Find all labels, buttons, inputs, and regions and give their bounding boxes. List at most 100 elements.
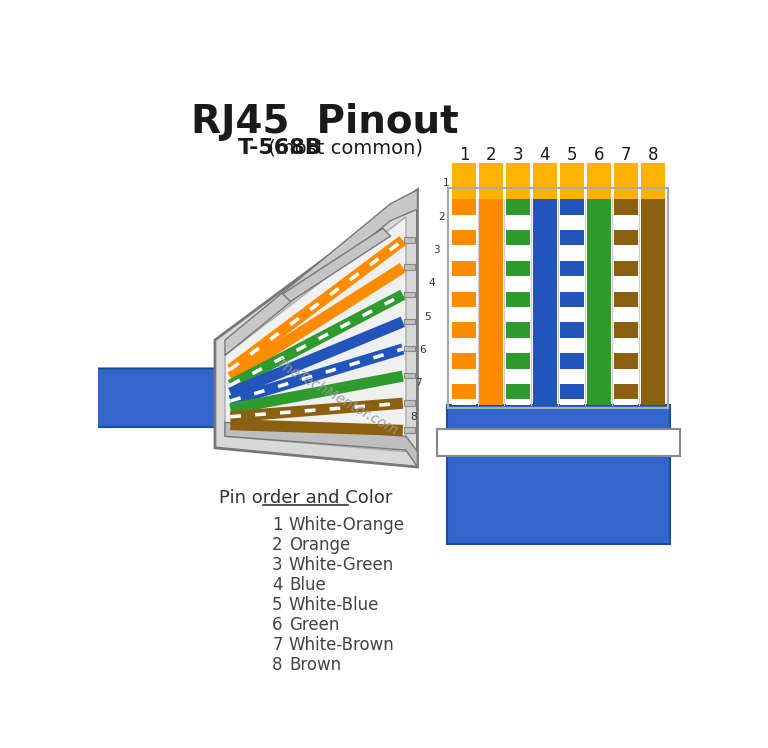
- Bar: [506, 322, 530, 337]
- Text: 5: 5: [567, 146, 577, 165]
- Text: 5: 5: [424, 312, 431, 322]
- Bar: [506, 199, 530, 405]
- Polygon shape: [225, 217, 406, 452]
- Bar: [614, 199, 637, 405]
- Text: 1: 1: [442, 179, 449, 188]
- Bar: [587, 199, 611, 405]
- Bar: [560, 384, 584, 399]
- Bar: [437, 429, 680, 456]
- Bar: [405, 427, 415, 432]
- Bar: [506, 292, 530, 307]
- Bar: [447, 456, 670, 544]
- Bar: [560, 322, 584, 337]
- Text: 6: 6: [594, 146, 604, 165]
- Bar: [506, 230, 530, 245]
- Bar: [560, 163, 584, 199]
- Bar: [641, 163, 664, 199]
- Bar: [452, 261, 476, 276]
- Text: 7: 7: [415, 378, 422, 388]
- FancyBboxPatch shape: [95, 369, 254, 427]
- Polygon shape: [215, 190, 418, 467]
- Bar: [452, 322, 476, 337]
- Text: 4: 4: [429, 278, 435, 288]
- Text: Orange: Orange: [289, 536, 350, 554]
- Bar: [405, 319, 415, 324]
- Bar: [479, 163, 503, 199]
- Text: 1: 1: [272, 516, 283, 534]
- Bar: [506, 261, 530, 276]
- Bar: [405, 265, 415, 270]
- Bar: [533, 163, 557, 199]
- Text: Green: Green: [289, 616, 339, 634]
- Bar: [614, 384, 637, 399]
- Text: TheTechMentor.com: TheTechMentor.com: [273, 357, 400, 438]
- Bar: [452, 353, 476, 369]
- Text: White-Blue: White-Blue: [289, 596, 379, 614]
- Text: 7: 7: [621, 146, 631, 165]
- Bar: [614, 261, 637, 276]
- Text: 8: 8: [410, 411, 417, 422]
- Bar: [614, 353, 637, 369]
- Text: White-Brown: White-Brown: [289, 636, 395, 654]
- Bar: [614, 163, 637, 199]
- Text: 2: 2: [272, 536, 283, 554]
- Bar: [405, 346, 415, 352]
- Text: Pin order and Color: Pin order and Color: [219, 489, 392, 507]
- Text: 5: 5: [272, 596, 283, 614]
- Bar: [560, 199, 584, 215]
- Bar: [452, 292, 476, 307]
- Text: 6: 6: [419, 345, 426, 355]
- Bar: [452, 384, 476, 399]
- Text: 6: 6: [272, 616, 283, 634]
- Bar: [560, 261, 584, 276]
- Text: 8: 8: [647, 146, 658, 165]
- Bar: [452, 163, 476, 199]
- Text: 4: 4: [540, 146, 550, 165]
- Text: 1: 1: [458, 146, 469, 165]
- Text: 3: 3: [513, 146, 523, 165]
- Bar: [614, 230, 637, 245]
- Text: White-Green: White-Green: [289, 556, 394, 574]
- Polygon shape: [225, 423, 418, 467]
- Bar: [506, 384, 530, 399]
- Bar: [560, 199, 584, 405]
- Bar: [506, 353, 530, 369]
- Text: Blue: Blue: [289, 576, 326, 594]
- Text: 3: 3: [433, 245, 440, 255]
- Bar: [405, 237, 415, 242]
- Bar: [452, 199, 476, 215]
- Bar: [614, 292, 637, 307]
- Bar: [452, 230, 476, 245]
- Bar: [560, 292, 584, 307]
- Bar: [479, 199, 503, 405]
- Text: 8: 8: [272, 656, 283, 674]
- Bar: [641, 199, 664, 405]
- Bar: [449, 188, 668, 408]
- Bar: [506, 163, 530, 199]
- Bar: [533, 199, 557, 405]
- Polygon shape: [283, 228, 390, 301]
- Polygon shape: [225, 190, 418, 355]
- Text: 3: 3: [272, 556, 283, 574]
- Text: White-Orange: White-Orange: [289, 516, 405, 534]
- Bar: [449, 188, 668, 405]
- Text: Brown: Brown: [289, 656, 341, 674]
- Bar: [614, 199, 637, 215]
- Text: 2: 2: [438, 212, 445, 221]
- Text: 4: 4: [272, 576, 283, 594]
- Text: RJ45  Pinout: RJ45 Pinout: [191, 103, 459, 141]
- Bar: [587, 163, 611, 199]
- Bar: [614, 322, 637, 337]
- Text: 7: 7: [272, 636, 283, 654]
- Bar: [405, 292, 415, 297]
- Text: T-568B: T-568B: [238, 138, 323, 158]
- Bar: [560, 230, 584, 245]
- Text: (most common): (most common): [262, 138, 422, 157]
- Bar: [405, 373, 415, 378]
- Bar: [447, 405, 670, 429]
- Text: 2: 2: [485, 146, 496, 165]
- Bar: [560, 353, 584, 369]
- Bar: [405, 400, 415, 405]
- Bar: [452, 199, 476, 405]
- Bar: [506, 199, 530, 215]
